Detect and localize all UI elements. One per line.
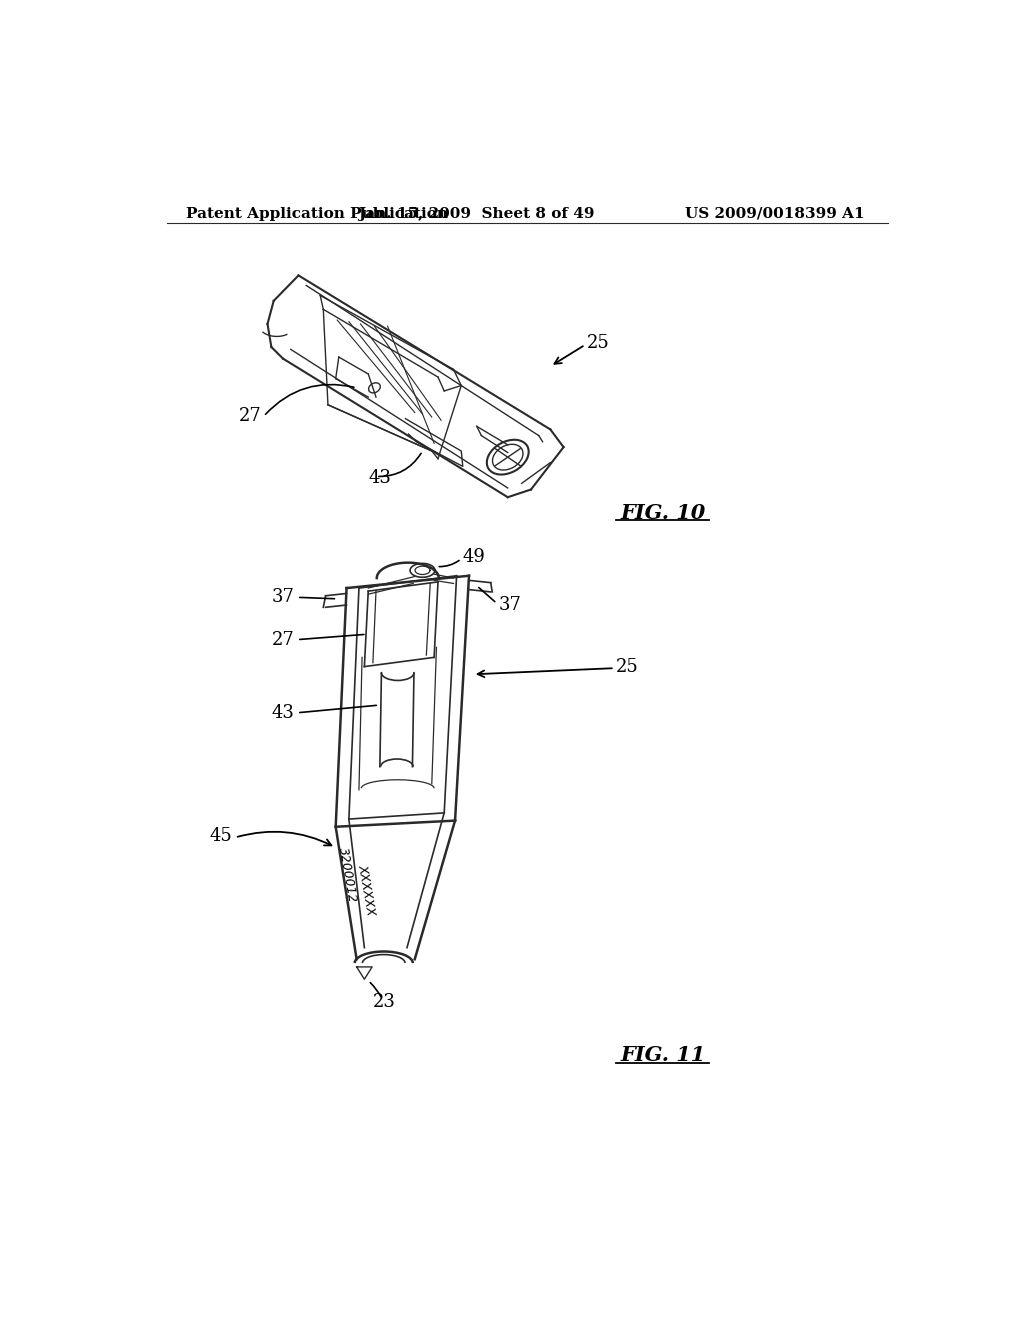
Text: 37: 37 — [271, 589, 295, 606]
Text: 43: 43 — [271, 704, 295, 722]
Text: FIG. 11: FIG. 11 — [621, 1045, 706, 1065]
Text: 3200012: 3200012 — [336, 846, 358, 903]
Text: 45: 45 — [210, 828, 232, 845]
Text: 27: 27 — [272, 631, 295, 648]
Text: 49: 49 — [463, 548, 485, 566]
Text: 23: 23 — [373, 993, 395, 1011]
Text: US 2009/0018399 A1: US 2009/0018399 A1 — [685, 207, 864, 220]
Text: 27: 27 — [239, 408, 261, 425]
Text: Patent Application Publication: Patent Application Publication — [186, 207, 449, 220]
Text: FIG. 10: FIG. 10 — [621, 503, 706, 523]
Text: 37: 37 — [499, 597, 521, 614]
Text: 25: 25 — [616, 657, 639, 676]
Text: 25: 25 — [587, 334, 609, 352]
Text: XXXXXX: XXXXXX — [355, 863, 378, 916]
Text: 43: 43 — [369, 469, 391, 487]
Text: Jan. 15, 2009  Sheet 8 of 49: Jan. 15, 2009 Sheet 8 of 49 — [358, 207, 595, 220]
